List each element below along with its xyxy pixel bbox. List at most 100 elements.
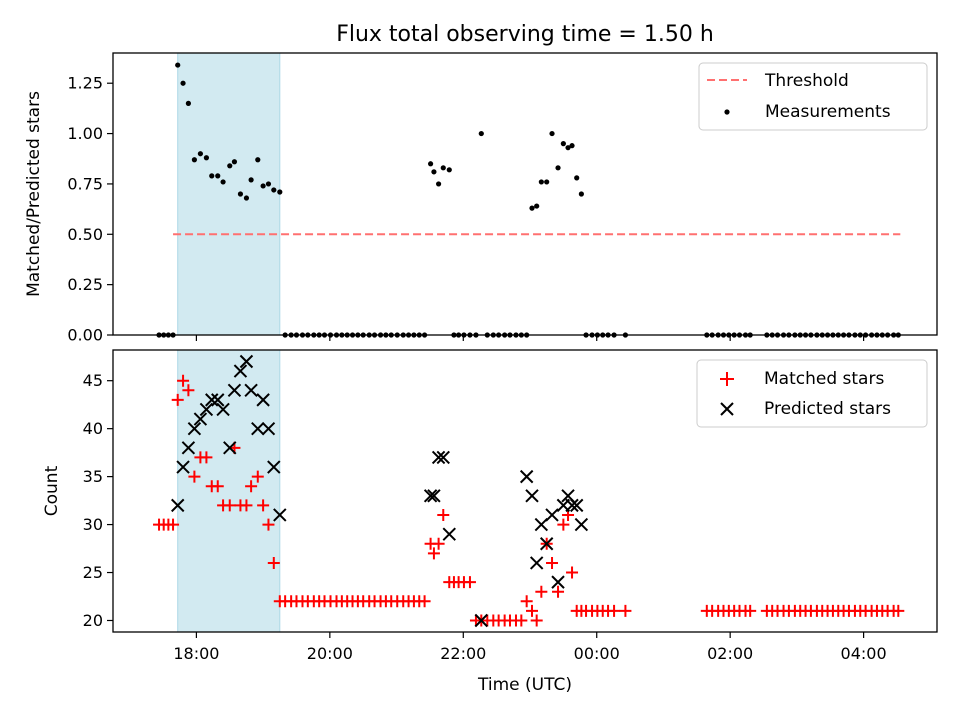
measurement-point [560, 141, 566, 147]
matched-star-point [177, 374, 190, 387]
predicted-star-point [267, 460, 281, 474]
bottom-ytick-label: 40 [83, 419, 103, 438]
measurement-point [431, 169, 437, 175]
bottom-legend: Matched stars Predicted stars [696, 359, 928, 428]
legend-threshold-label: Threshold [764, 71, 849, 91]
matched-star-point [223, 499, 236, 512]
measurement-point [427, 161, 434, 167]
matched-star-point [171, 393, 184, 406]
measurement-point [478, 130, 484, 137]
matched-star-point [200, 451, 213, 464]
predicted-star-point [187, 421, 202, 436]
measurement-point [265, 181, 272, 187]
matched-star-point [566, 566, 579, 579]
xtick-label: 00:00 [574, 644, 620, 663]
measurement-point [565, 145, 571, 151]
matched-star-point [182, 384, 195, 397]
measurement-point [248, 177, 254, 183]
measurement-point [209, 173, 215, 179]
bottom-ytick-label: 45 [83, 371, 103, 390]
predicted-star-point [442, 527, 456, 541]
matched-star-point [257, 499, 270, 512]
matched-star-point [418, 595, 431, 608]
bottom-ytick-label: 25 [83, 563, 103, 582]
measurement-point [435, 181, 442, 187]
matched-star-point [245, 480, 258, 493]
measurement-point [255, 157, 261, 163]
measurement-point [569, 143, 575, 149]
measurement-point [529, 205, 535, 211]
predicted-star-point [216, 402, 230, 417]
legend-measurement-swatch [724, 109, 730, 115]
measurement-point [440, 165, 446, 171]
top-ytick-label: 1.25 [67, 74, 103, 93]
predicted-star-point [239, 354, 254, 369]
predicted-star-point [574, 517, 589, 532]
measurement-point [544, 179, 550, 185]
measurement-point [243, 195, 250, 201]
x-axis-label: Time (UTC) [477, 675, 572, 695]
top-highlight-span [177, 52, 281, 336]
predicted-star-point [244, 383, 258, 397]
measurement-point [220, 179, 226, 185]
predicted-star-point [529, 556, 544, 570]
predicted-star-point [427, 489, 441, 503]
predicted-star-point [474, 613, 489, 628]
xtick-label: 02:00 [707, 644, 753, 663]
measurement-point [231, 159, 238, 165]
predicted-star-point [551, 575, 565, 589]
top-ytick-label: 0.50 [67, 225, 103, 244]
predicted-star-point [256, 393, 270, 407]
matched-star-point [557, 518, 570, 531]
predicted-star-point [176, 460, 190, 474]
predicted-star-point [223, 441, 237, 455]
predicted-star-point [193, 412, 208, 426]
predicted-star-point [273, 508, 287, 522]
matched-star-point [167, 518, 180, 531]
chart-title: Flux total observing time = 1.50 h [336, 22, 714, 47]
matched-star-point [188, 470, 201, 483]
bottom-ytick-label: 35 [83, 467, 103, 486]
predicted-star-point [171, 498, 185, 513]
measurement-point [534, 203, 540, 209]
measurement-point [180, 80, 186, 86]
matched-star-point [251, 470, 264, 483]
predicted-star-point [181, 441, 196, 455]
legend-measurement-label: Measurements [765, 102, 891, 122]
measurement-point [215, 173, 221, 179]
matched-star-point [892, 604, 905, 617]
top-y-axis-label: Matched/Predicted stars [24, 91, 44, 297]
xtick-label: 20:00 [307, 644, 353, 663]
predicted-star-point [570, 498, 584, 513]
predicted-star-point [519, 469, 534, 484]
matched-star-point [619, 604, 632, 617]
matched-star-point [744, 604, 757, 617]
matched-star-point [437, 508, 450, 521]
measurement-point [271, 187, 277, 193]
ratio-panel: 0.00 0.25 0.50 0.75 1.00 1.25 Matched/Predict… [24, 52, 938, 345]
measurement-point [197, 151, 204, 157]
legend-matched-label: Matched stars [764, 369, 884, 389]
top-legend: Threshold Measurements [698, 62, 928, 131]
matched-star-point [552, 585, 565, 598]
measurement-point [227, 163, 233, 169]
matched-star-point [240, 499, 253, 512]
measurement-point [549, 130, 555, 137]
predicted-star-point [539, 537, 554, 551]
predicted-star-point [261, 421, 276, 436]
predicted-star-point [199, 402, 214, 417]
bottom-highlight-span [177, 349, 281, 633]
xtick-label: 04:00 [841, 644, 887, 663]
matched-star-point [535, 585, 548, 598]
predicted-star-point [211, 393, 225, 407]
measurement-point [277, 189, 283, 195]
measurement-point [260, 183, 266, 189]
matched-star-point [427, 547, 440, 560]
top-plot-frame [112, 52, 938, 336]
top-ytick-label: 0.25 [67, 275, 103, 294]
predicted-star-point [205, 393, 219, 407]
matched-star-point [546, 556, 559, 569]
matched-star-point [515, 614, 528, 627]
top-ytick-label: 0.00 [67, 326, 103, 345]
